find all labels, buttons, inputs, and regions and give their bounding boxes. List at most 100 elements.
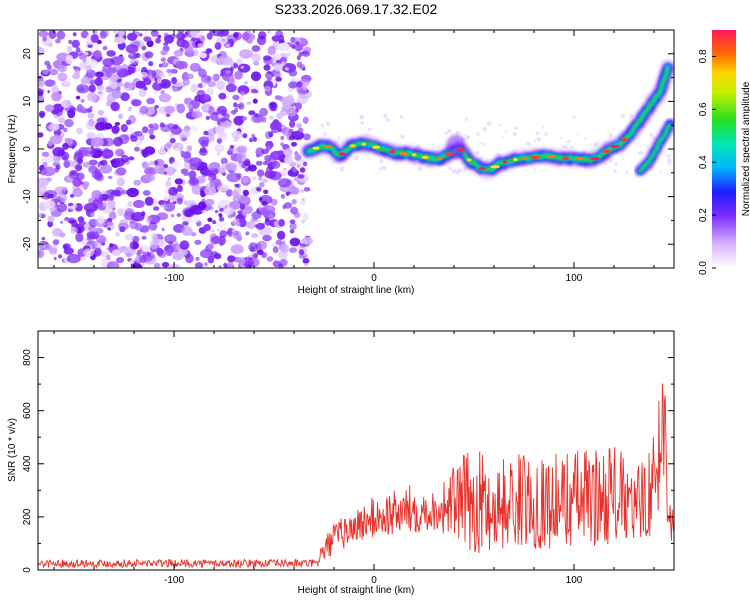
noise-blob — [153, 165, 165, 174]
noise-blob — [119, 226, 126, 233]
noise-blob — [57, 149, 66, 156]
noise-blob — [90, 212, 95, 217]
noise-blob — [94, 193, 99, 198]
speckle — [609, 136, 612, 139]
noise-blob — [166, 68, 172, 73]
noise-blob — [68, 170, 80, 180]
noise-blob — [291, 199, 297, 205]
speckle — [560, 137, 563, 140]
noise-blob — [267, 30, 271, 34]
noise-blob — [180, 248, 188, 256]
noise-blob — [153, 206, 160, 211]
noise-blob — [80, 98, 85, 103]
speckle — [482, 142, 486, 146]
noise-blob — [89, 79, 96, 85]
noise-blob — [259, 107, 269, 117]
noise-blob — [42, 36, 47, 42]
noise-blob — [204, 198, 215, 206]
noise-blob — [83, 248, 94, 257]
noise-blob — [109, 243, 114, 248]
noise-blob — [150, 78, 155, 82]
noise-blob — [130, 134, 138, 142]
colorbar-tick-label: 0.6 — [698, 102, 709, 116]
noise-blob — [303, 133, 311, 141]
noise-blob — [217, 167, 226, 175]
noise-blob — [207, 128, 217, 136]
colorbar-tick-label: 0.2 — [698, 208, 709, 222]
noise-blob — [220, 116, 227, 123]
noise-blob — [106, 254, 111, 260]
noise-blob — [154, 105, 160, 109]
y-tick-label: 200 — [22, 508, 33, 525]
noise-blob — [205, 183, 216, 191]
noise-blob — [79, 61, 88, 70]
noise-blob — [220, 157, 228, 165]
speckle — [338, 138, 341, 141]
noise-blob — [189, 62, 201, 72]
noise-blob — [216, 152, 221, 156]
noise-blob — [87, 92, 97, 102]
speckle — [603, 162, 607, 166]
noise-blob — [182, 78, 191, 86]
speckle — [543, 118, 545, 121]
noise-blob — [66, 46, 73, 52]
noise-blob — [187, 104, 194, 109]
noise-blob — [181, 137, 188, 142]
noise-blob — [288, 81, 299, 89]
y-tick-label: 10 — [22, 95, 33, 107]
y-tick-label: -10 — [22, 189, 33, 204]
noise-blob — [43, 200, 56, 209]
speckle — [544, 132, 548, 137]
noise-blob — [153, 160, 159, 166]
noise-blob — [195, 262, 203, 268]
noise-blob — [100, 159, 108, 166]
noise-blob — [148, 222, 158, 231]
noise-blob — [76, 127, 83, 135]
speckle — [666, 154, 671, 158]
noise-blob — [161, 227, 165, 232]
noise-blob — [194, 239, 202, 245]
snr-ticks: -100 0 100 0 200 400 600 800 — [22, 330, 674, 586]
speckle — [400, 134, 405, 139]
noise-blob — [38, 88, 44, 96]
noise-blob — [218, 265, 222, 268]
noise-blob — [105, 72, 112, 78]
speckle — [336, 167, 339, 170]
noise-blob — [255, 186, 262, 192]
noise-blob — [149, 134, 156, 140]
noise-blob — [219, 230, 227, 238]
noise-blob — [153, 237, 160, 245]
noise-blob — [250, 252, 255, 256]
noise-blob — [203, 130, 209, 136]
noise-blob — [44, 189, 57, 199]
speckle — [669, 169, 671, 172]
noise-blob — [124, 233, 134, 241]
noise-blob — [283, 168, 288, 173]
noise-blob — [63, 245, 68, 250]
speckle — [533, 139, 537, 143]
noise-blob — [102, 45, 108, 51]
ridge-hotspot — [522, 156, 529, 161]
speckle — [512, 131, 517, 137]
noise-blob — [62, 155, 68, 160]
noise-blob — [207, 163, 217, 171]
noise-blob — [227, 147, 234, 153]
speckle — [485, 158, 489, 162]
noise-blob — [52, 156, 61, 163]
noise-blob — [167, 149, 171, 155]
y-tick-label: 600 — [22, 402, 33, 419]
noise-blob — [108, 195, 115, 201]
noise-blob — [38, 192, 43, 197]
noise-blob — [95, 71, 104, 78]
noise-blob — [61, 68, 64, 72]
speckle — [501, 135, 504, 138]
noise-blob — [75, 50, 84, 57]
noise-blob — [295, 41, 300, 46]
noise-blob — [61, 80, 71, 88]
noise-blob — [241, 116, 248, 121]
noise-blob — [139, 105, 149, 115]
noise-blob — [111, 89, 122, 99]
noise-blob — [138, 88, 147, 98]
noise-blob — [160, 123, 166, 128]
noise-blob — [134, 222, 143, 231]
